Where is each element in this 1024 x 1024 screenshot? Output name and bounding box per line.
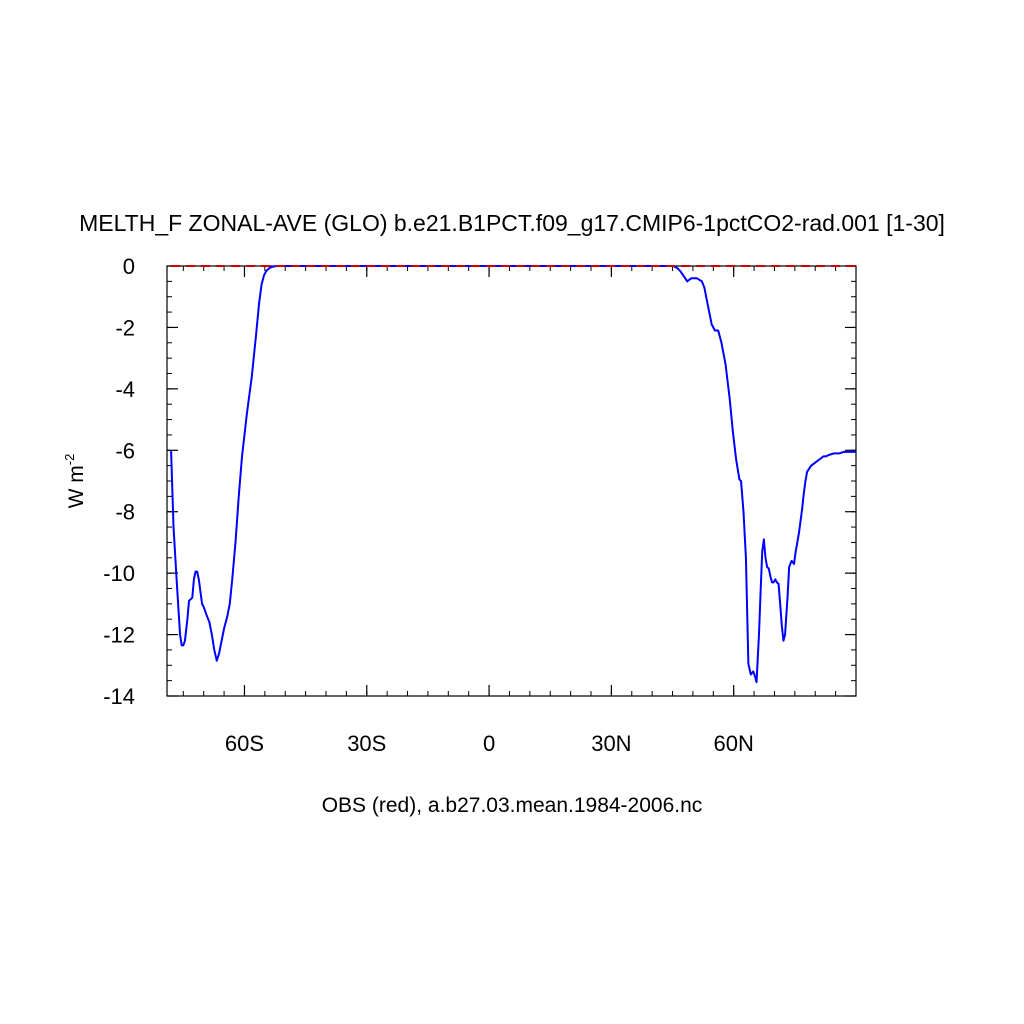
y-axis-label: W m-2	[62, 454, 88, 509]
y-tick-label: -14	[103, 684, 135, 709]
x-tick-labels: 60S 30S 0 30N 60N	[225, 731, 754, 756]
plot-area: 60S 30S 0 30N 60N 0 -2 -4 -6 -8 -10 -12 -14	[103, 254, 857, 756]
x-tick-label: 30N	[591, 731, 631, 756]
y-axis-label-base: W m	[65, 465, 88, 508]
major-ticks	[167, 265, 856, 697]
plot-frame	[166, 265, 857, 697]
y-tick-label: -10	[103, 561, 135, 586]
y-tick-label: -6	[115, 438, 135, 463]
chart-title: MELTH_F ZONAL-AVE (GLO) b.e21.B1PCT.f09_…	[79, 210, 945, 236]
x-tick-label: 30S	[347, 731, 386, 756]
y-tick-labels: 0 -2 -4 -6 -8 -10 -12 -14	[103, 254, 135, 709]
minor-ticks	[167, 265, 857, 697]
series-layer	[170, 265, 856, 684]
y-tick-label: 0	[123, 254, 135, 279]
y-tick-label: -2	[115, 315, 135, 340]
x-tick-label: 60S	[225, 731, 264, 756]
x-tick-label: 60N	[714, 731, 754, 756]
y-axis-label-exponent: -2	[62, 454, 77, 466]
series-line-1	[170, 265, 856, 684]
y-tick-label: -12	[103, 623, 135, 648]
y-tick-label: -4	[115, 377, 135, 402]
y-tick-label: -8	[115, 500, 135, 525]
footer-note: OBS (red), a.b27.03.mean.1984-2006.nc	[322, 794, 703, 817]
x-tick-label: 0	[483, 731, 495, 756]
